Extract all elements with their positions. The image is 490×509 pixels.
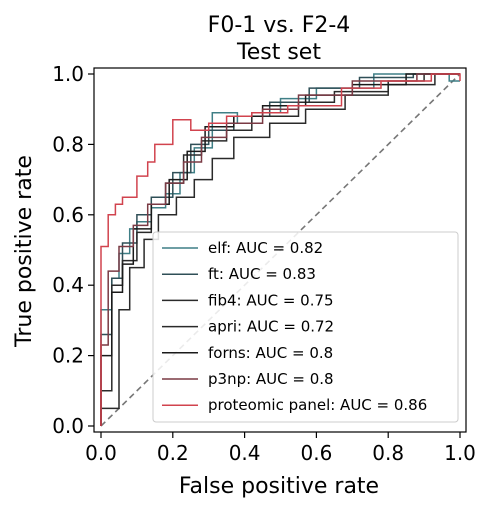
y-tick-label: 0.8 xyxy=(52,132,84,156)
axes-frame xyxy=(93,67,467,433)
legend-label-3: apri: AUC = 0.72 xyxy=(208,318,334,336)
series-layer xyxy=(100,73,461,426)
x-axis: 0.0 0.2 0.4 0.6 0.8 1.0 xyxy=(85,432,476,465)
series-line-6 xyxy=(100,73,461,426)
legend-label-2: fib4: AUC = 0.75 xyxy=(208,291,334,309)
x-axis-label: False positive rate xyxy=(179,474,379,499)
legend-label-0: elf: AUC = 0.82 xyxy=(208,239,323,257)
x-tick-label: 0.2 xyxy=(157,441,189,465)
y-axis-label: True positive rate xyxy=(12,155,37,348)
x-tick-label: 0.6 xyxy=(300,441,332,465)
legend-label-6: proteomic panel: AUC = 0.86 xyxy=(208,396,427,414)
series-line-5 xyxy=(100,73,460,426)
legend-label-1: ft: AUC = 0.83 xyxy=(208,265,316,283)
y-tick-label: 0.2 xyxy=(52,344,84,368)
x-tick-label: 0.8 xyxy=(372,441,404,465)
legend-box xyxy=(152,231,459,423)
x-tick-label: 1.0 xyxy=(444,441,476,465)
x-tick-label: 0.4 xyxy=(229,441,261,465)
y-tick-label: 0.4 xyxy=(52,273,84,297)
series-line-3 xyxy=(100,73,460,426)
y-tick-label: 0.6 xyxy=(52,203,84,227)
plot-area xyxy=(100,73,461,427)
y-tick-label: 0.0 xyxy=(52,414,84,438)
chart-title-line-1: F0-1 vs. F2-4 xyxy=(208,13,351,38)
y-tick-label: 1.0 xyxy=(52,62,84,86)
x-tick-label: 0.0 xyxy=(85,441,117,465)
legend-label-5: p3np: AUC = 0.8 xyxy=(208,370,334,388)
legend-label-4: forns: AUC = 0.8 xyxy=(208,344,333,362)
y-axis: 0.0 0.2 0.4 0.6 0.8 1.0 xyxy=(52,62,94,438)
chart-title-line-2: Test set xyxy=(236,40,321,65)
legend: elf: AUC = 0.82 ft: AUC = 0.83 fib4: AUC =… xyxy=(152,231,459,423)
